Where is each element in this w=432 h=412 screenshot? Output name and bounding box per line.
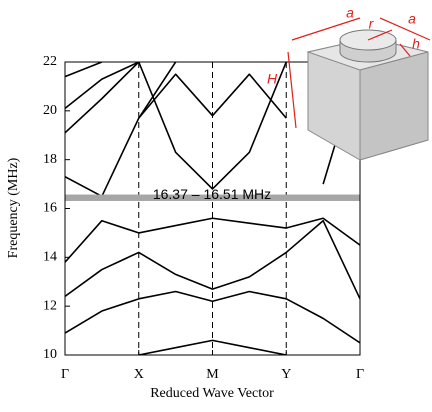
y-tick-label: 16 [43, 201, 57, 216]
x-tick-label: X [134, 367, 144, 382]
inset-label: a [408, 11, 416, 27]
inset-label: H [267, 71, 278, 87]
chart: Reduced Wave Vector Frequency (MHz) arah… [0, 0, 432, 407]
band-curve [65, 62, 102, 77]
cube-side [360, 52, 428, 160]
y-tick-label: 20 [43, 103, 57, 118]
y-tick-label: 22 [43, 54, 57, 69]
y-tick-label: 12 [43, 298, 57, 313]
y-tick-label: 14 [43, 250, 57, 265]
y-tick-label: 18 [43, 152, 57, 167]
x-axis-label: Reduced Wave Vector [150, 386, 274, 401]
x-tick-label: Y [281, 367, 291, 382]
inset-label: a [346, 5, 354, 21]
y-tick-label: 10 [43, 347, 57, 362]
inset-label: r [369, 16, 375, 32]
x-tick-label: Γ [356, 367, 364, 382]
x-tick-label: Γ [61, 367, 69, 382]
y-axis-label: Frequency (MHz) [6, 157, 21, 258]
inset-label: h [412, 36, 420, 52]
band-curve [65, 62, 139, 108]
band-gap-label: 16.37 – 16.51 MHz [153, 186, 271, 202]
x-tick-label: M [206, 367, 219, 382]
band-curve [65, 62, 176, 196]
